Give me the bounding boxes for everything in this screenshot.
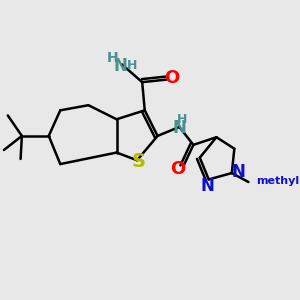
Text: O: O (164, 69, 179, 87)
Text: N: N (200, 177, 214, 195)
Text: methyl: methyl (256, 176, 299, 186)
Text: H: H (177, 113, 187, 126)
Text: H: H (127, 59, 138, 72)
Text: N: N (231, 163, 245, 181)
Text: N: N (172, 119, 186, 137)
Text: N: N (113, 56, 128, 74)
Text: H: H (107, 51, 118, 65)
Text: O: O (170, 160, 185, 178)
Text: S: S (131, 152, 146, 171)
